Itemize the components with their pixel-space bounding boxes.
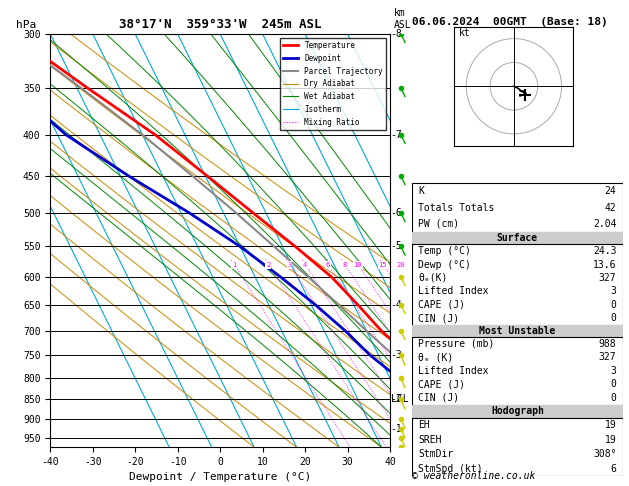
Text: km
ASL: km ASL	[393, 8, 411, 30]
Text: Mixing Ratio (g/kg): Mixing Ratio (g/kg)	[417, 185, 427, 296]
Text: θₑ(K): θₑ(K)	[418, 273, 448, 283]
Text: 0: 0	[611, 300, 616, 310]
Text: 4: 4	[303, 262, 307, 268]
Text: 8: 8	[342, 262, 347, 268]
Text: 0: 0	[611, 313, 616, 323]
Text: CAPE (J): CAPE (J)	[418, 380, 465, 389]
Text: 42: 42	[604, 203, 616, 213]
Bar	[412, 405, 623, 476]
Text: 2.04: 2.04	[593, 219, 616, 229]
Text: 25: 25	[411, 262, 420, 268]
Legend: Temperature, Dewpoint, Parcel Trajectory, Dry Adiabat, Wet Adiabat, Isotherm, Mi: Temperature, Dewpoint, Parcel Trajectory…	[280, 38, 386, 130]
Text: 6: 6	[611, 464, 616, 474]
Text: 06.06.2024  00GMT  (Base: 18): 06.06.2024 00GMT (Base: 18)	[412, 17, 608, 27]
Text: Surface: Surface	[497, 233, 538, 243]
X-axis label: Dewpoint / Temperature (°C): Dewpoint / Temperature (°C)	[129, 472, 311, 483]
Text: CIN (J): CIN (J)	[418, 313, 459, 323]
Text: SREH: SREH	[418, 434, 442, 445]
Text: 308°: 308°	[593, 449, 616, 459]
Text: 15: 15	[379, 262, 387, 268]
Bar	[412, 232, 623, 325]
Text: 0: 0	[611, 393, 616, 403]
Text: Temp (°C): Temp (°C)	[418, 246, 471, 256]
Text: 19: 19	[604, 420, 616, 430]
Text: LCL: LCL	[391, 394, 408, 404]
Text: -1: -1	[391, 424, 403, 434]
Text: -2: -2	[391, 394, 403, 404]
Text: -7: -7	[391, 130, 403, 140]
Text: CAPE (J): CAPE (J)	[418, 300, 465, 310]
Bar	[412, 232, 623, 244]
Text: -6: -6	[391, 208, 403, 218]
Text: Hodograph: Hodograph	[491, 406, 544, 416]
Text: 0: 0	[611, 380, 616, 389]
Text: Pressure (mb): Pressure (mb)	[418, 339, 494, 349]
Text: 10: 10	[353, 262, 362, 268]
Text: 327: 327	[599, 352, 616, 363]
Text: hPa: hPa	[16, 20, 36, 30]
Text: StmSpd (kt): StmSpd (kt)	[418, 464, 483, 474]
Text: 19: 19	[604, 434, 616, 445]
Text: 13.6: 13.6	[593, 260, 616, 270]
Text: EH: EH	[418, 420, 430, 430]
Text: PW (cm): PW (cm)	[418, 219, 459, 229]
Text: -3: -3	[391, 350, 403, 360]
Text: 3: 3	[287, 262, 291, 268]
Text: 3: 3	[611, 366, 616, 376]
Text: 1: 1	[232, 262, 236, 268]
Text: 3: 3	[611, 286, 616, 296]
Text: kt: kt	[459, 28, 471, 38]
Bar	[412, 325, 623, 337]
Text: Most Unstable: Most Unstable	[479, 326, 555, 336]
Text: CIN (J): CIN (J)	[418, 393, 459, 403]
Text: © weatheronline.co.uk: © weatheronline.co.uk	[412, 471, 535, 481]
Text: 988: 988	[599, 339, 616, 349]
Text: K: K	[418, 186, 424, 196]
Text: 24.3: 24.3	[593, 246, 616, 256]
Bar	[412, 325, 623, 405]
Text: -8: -8	[391, 29, 403, 39]
Bar	[412, 183, 623, 232]
Title: 38°17'N  359°33'W  245m ASL: 38°17'N 359°33'W 245m ASL	[119, 18, 321, 32]
Bar	[412, 405, 623, 417]
Text: 6: 6	[326, 262, 330, 268]
Text: 2: 2	[266, 262, 270, 268]
Text: -5: -5	[391, 242, 403, 251]
Text: -4: -4	[391, 300, 403, 310]
Text: 20: 20	[397, 262, 405, 268]
Text: 24: 24	[604, 186, 616, 196]
Text: 327: 327	[599, 273, 616, 283]
Text: Dewp (°C): Dewp (°C)	[418, 260, 471, 270]
Text: Lifted Index: Lifted Index	[418, 366, 489, 376]
Text: Totals Totals: Totals Totals	[418, 203, 494, 213]
Text: Lifted Index: Lifted Index	[418, 286, 489, 296]
Text: StmDir: StmDir	[418, 449, 454, 459]
Text: θₑ (K): θₑ (K)	[418, 352, 454, 363]
